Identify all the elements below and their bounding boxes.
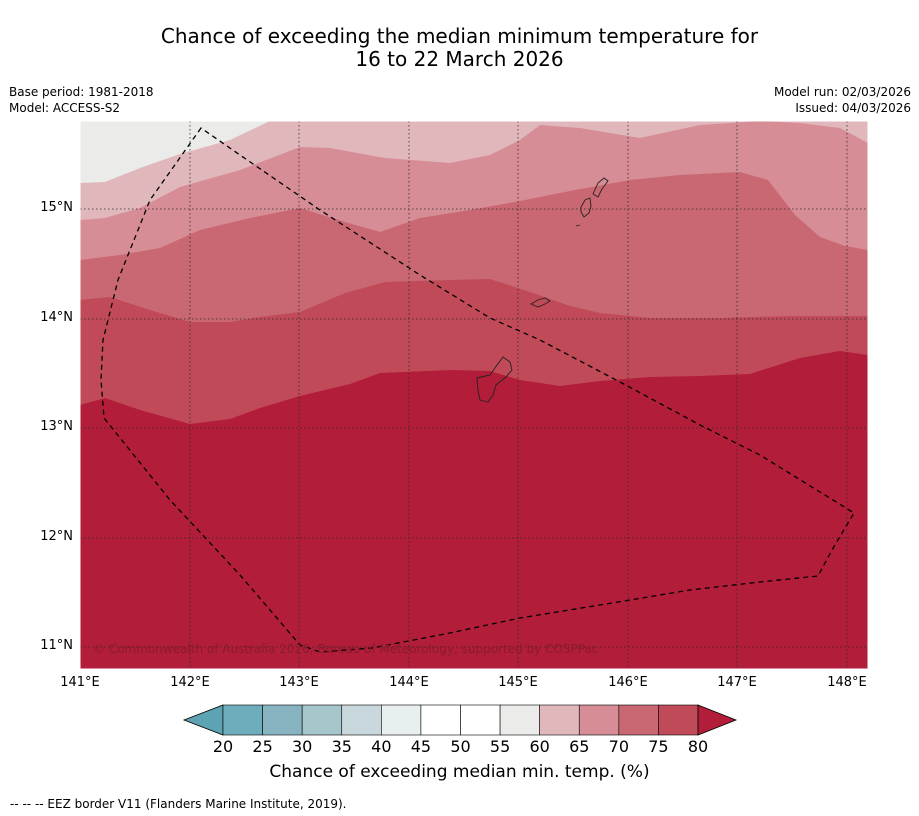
saipan-island bbox=[592, 177, 609, 198]
colorbar-segment bbox=[420, 704, 461, 736]
title-line-1: Chance of exceeding the median minimum t… bbox=[160, 24, 759, 48]
colorbar-tick-label: 60 bbox=[529, 737, 550, 756]
colorbar-tick-label: 55 bbox=[489, 737, 511, 756]
colorbar-tick-label: 80 bbox=[687, 737, 709, 756]
guam-island bbox=[476, 356, 513, 403]
colorbar-segment bbox=[499, 704, 540, 736]
colorbar bbox=[182, 704, 738, 736]
lon-label-142e: 142°E bbox=[170, 675, 210, 690]
lon-label-148e: 148°E bbox=[827, 675, 867, 690]
colorbar-tick-label: 30 bbox=[291, 737, 313, 756]
tinian-island bbox=[580, 197, 592, 218]
base-period: Base period: 1981-2018 bbox=[9, 85, 154, 99]
lon-label-144e: 144°E bbox=[389, 675, 429, 690]
lat-label-15n: 15°N bbox=[40, 200, 73, 215]
lat-label-12n: 12°N bbox=[40, 529, 73, 544]
colorbar-segment bbox=[539, 704, 580, 736]
colorbar-tick-label: 50 bbox=[450, 737, 471, 756]
lat-label-13n: 13°N bbox=[40, 419, 73, 434]
eez-legend-footer: -- -- -- EEZ border V11 (Flanders Marine… bbox=[10, 797, 347, 811]
colorbar-tick-label: 35 bbox=[331, 737, 352, 756]
colorbar-extend-high bbox=[697, 704, 738, 736]
colorbar-segment bbox=[460, 704, 501, 736]
colorbar-segment bbox=[222, 704, 263, 736]
graticule bbox=[80, 121, 868, 669]
colorbar-segments bbox=[222, 704, 699, 736]
colorbar-tick-label: 65 bbox=[569, 737, 590, 756]
colorbar-tick-label: 25 bbox=[252, 737, 273, 756]
copyright-notice: © Commonwealth of Australia 2026, Bureau… bbox=[93, 642, 599, 656]
map-frame bbox=[79, 120, 869, 670]
issued-date: Issued: 04/03/2026 bbox=[795, 101, 911, 115]
lon-label-145e: 145°E bbox=[498, 675, 538, 690]
colorbar-segment bbox=[618, 704, 659, 736]
colorbar-extend-low bbox=[182, 704, 224, 736]
colorbar-segment bbox=[301, 704, 343, 736]
colorbar-segment bbox=[262, 704, 303, 736]
islands bbox=[476, 177, 609, 403]
colorbar-segment bbox=[341, 704, 382, 736]
colorbar-tick-label: 20 bbox=[212, 737, 234, 756]
eez-border bbox=[100, 127, 855, 653]
lat-label-11n: 11°N bbox=[40, 638, 73, 653]
colorbar-tick-label: 40 bbox=[371, 737, 392, 756]
colorbar-segment bbox=[381, 704, 422, 736]
probability-bands bbox=[80, 121, 868, 669]
title-line-2: 16 to 22 March 2026 bbox=[355, 47, 564, 71]
band-above-80 bbox=[80, 351, 868, 669]
rota-island bbox=[529, 297, 551, 308]
model-run: Model run: 02/03/2026 bbox=[773, 85, 911, 99]
colorbar-label: Chance of exceeding median min. temp. (%… bbox=[269, 762, 650, 782]
lon-label-147e: 147°E bbox=[717, 675, 757, 690]
aguijan-island bbox=[575, 224, 581, 227]
lon-label-141e: 141°E bbox=[60, 675, 100, 690]
colorbar-tick-label: 75 bbox=[648, 737, 669, 756]
lon-label-146e: 146°E bbox=[608, 675, 648, 690]
colorbar-tick-label: 45 bbox=[410, 737, 432, 756]
colorbar-segment bbox=[578, 704, 620, 736]
colorbar-tick-label: 70 bbox=[608, 737, 630, 756]
lat-label-14n: 14°N bbox=[40, 310, 73, 325]
lon-label-143e: 143°E bbox=[279, 675, 319, 690]
model-name: Model: ACCESS-S2 bbox=[9, 101, 121, 115]
colorbar-segment bbox=[658, 704, 699, 736]
